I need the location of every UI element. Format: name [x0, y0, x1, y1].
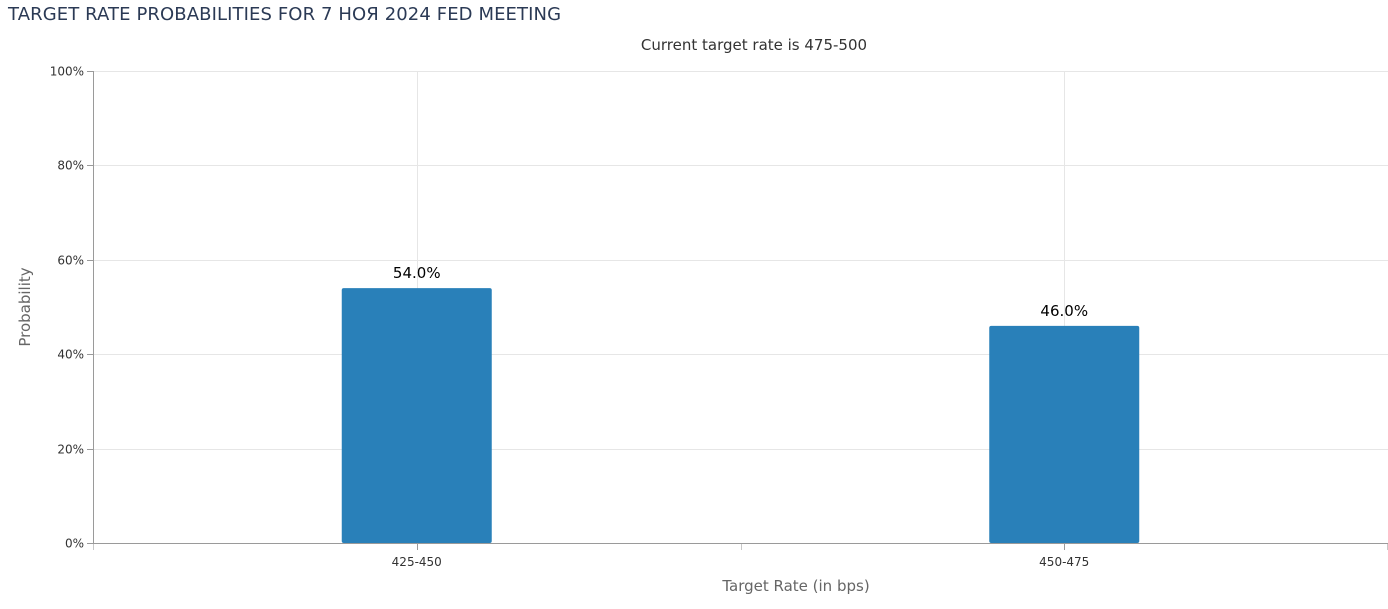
data-label: 46.0% — [1040, 302, 1088, 320]
bars — [341, 288, 1140, 543]
y-tick-label: 100% — [50, 65, 84, 79]
y-tick-label: 0% — [65, 537, 84, 551]
y-tick-label: 40% — [57, 348, 84, 362]
x-axis-title: Target Rate (in bps) — [721, 577, 869, 595]
grid-lines — [93, 71, 1388, 543]
page-title: TARGET RATE PROBABILITIES FOR 7 НОЯ 2024… — [8, 4, 562, 25]
y-tick-label: 60% — [57, 254, 84, 268]
data-labels: 54.0% 46.0% — [393, 264, 1088, 320]
y-tick-label: 20% — [57, 443, 84, 457]
x-tick-label: 450-475 — [1039, 555, 1089, 569]
axes: 0% 20% 40% 60% 80% 100% 425-450 450-475 — [50, 65, 1388, 569]
y-tick-label: 80% — [57, 159, 84, 173]
x-tick-label: 425-450 — [392, 555, 442, 569]
chart-subtitle: Current target rate is 475-500 — [641, 36, 867, 54]
data-label: 54.0% — [393, 264, 441, 282]
y-axis-title: Probability — [16, 267, 34, 346]
bar-450-475[interactable] — [989, 325, 1140, 543]
bar-425-450[interactable] — [341, 288, 492, 543]
